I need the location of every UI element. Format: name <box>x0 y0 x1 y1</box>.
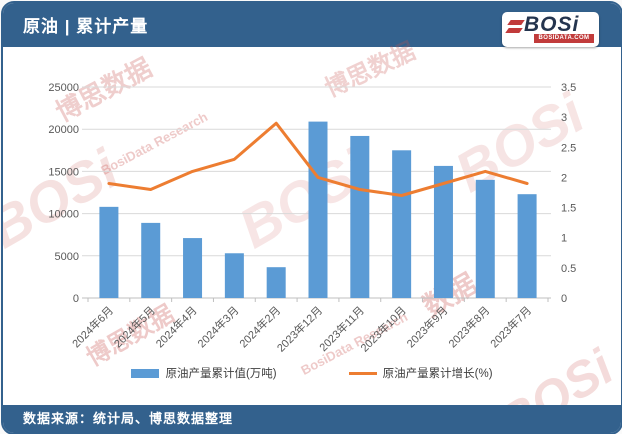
page-title: 原油 | 累计产量 <box>23 17 149 36</box>
bar-2024年4月 <box>183 238 203 298</box>
logo-stripe-icon <box>505 28 523 33</box>
report-header: 原油 | 累计产量 BOSi BOSIDATA.COM <box>3 3 621 47</box>
svg-text:2024年2月: 2024年2月 <box>236 303 283 350</box>
svg-text:2024年6月: 2024年6月 <box>69 303 116 350</box>
bar-2023年11月 <box>350 135 370 298</box>
svg-text:5000: 5000 <box>55 251 79 263</box>
data-source-text: 数据来源：统计局、博思数据整理 <box>23 411 234 426</box>
legend-item-line-series: 原油产量累计增长(%) <box>348 365 493 381</box>
svg-text:2023年12月: 2023年12月 <box>274 303 325 354</box>
bar-2024年6月 <box>99 206 119 298</box>
production-combo-chart: 0 5000 10000 15000 20000 25000 0 0.5 1 1.5 2 2.5 3 3.… <box>48 82 576 355</box>
svg-text:1.5: 1.5 <box>561 203 576 215</box>
bosi-logo: BOSi BOSIDATA.COM <box>502 12 599 47</box>
svg-text:2: 2 <box>561 172 567 184</box>
bar-2024年2月 <box>266 267 286 298</box>
report-footer: 数据来源：统计局、博思数据整理 <box>3 405 621 433</box>
legend-label: 原油产量累计值(万吨) <box>165 368 277 380</box>
chart-area: 博思数据 BosiData Research 博思数据 BOSi BOSi BO… <box>3 38 621 433</box>
svg-text:20000: 20000 <box>48 124 79 136</box>
svg-text:2.5: 2.5 <box>561 142 576 154</box>
svg-text:2023年8月: 2023年8月 <box>445 303 492 350</box>
svg-text:0: 0 <box>73 293 79 305</box>
svg-text:2023年7月: 2023年7月 <box>487 303 534 350</box>
logo-domain: BOSIDATA.COM <box>534 34 594 43</box>
bar-2024年3月 <box>224 253 244 298</box>
legend-label: 原油产量累计增长(%) <box>382 368 493 380</box>
svg-text:2024年5月: 2024年5月 <box>111 303 158 350</box>
bar-2023年12月 <box>308 121 328 298</box>
bar-2023年8月 <box>475 179 495 298</box>
bar-2023年10月 <box>392 150 412 298</box>
svg-text:3: 3 <box>561 112 567 124</box>
svg-text:0: 0 <box>561 293 567 305</box>
bar-2024年5月 <box>141 222 161 298</box>
legend-item-bar-series: 原油产量累计值(万吨) <box>131 365 277 381</box>
growth-line <box>107 121 529 197</box>
svg-text:25000: 25000 <box>48 82 79 94</box>
svg-text:0.5: 0.5 <box>561 263 576 275</box>
logo-wordmark: BOSi <box>524 13 580 36</box>
svg-text:1: 1 <box>561 233 567 245</box>
svg-text:2023年10月: 2023年10月 <box>357 303 408 354</box>
svg-text:15000: 15000 <box>48 166 79 178</box>
bar-series-swatch-icon <box>131 368 160 378</box>
svg-text:2024年4月: 2024年4月 <box>153 303 200 350</box>
svg-text:2024年3月: 2024年3月 <box>194 303 241 350</box>
line-series-swatch-icon <box>348 371 377 375</box>
svg-text:2023年9月: 2023年9月 <box>403 303 450 350</box>
svg-text:3.5: 3.5 <box>561 82 576 94</box>
svg-text:10000: 10000 <box>48 209 79 221</box>
bar-2023年9月 <box>433 165 453 298</box>
logo-stripe-icon <box>507 20 525 25</box>
bar-2023年7月 <box>517 194 537 298</box>
chart-legend: 原油产量累计值(万吨) 原油产量累计增长(%) <box>3 365 621 381</box>
